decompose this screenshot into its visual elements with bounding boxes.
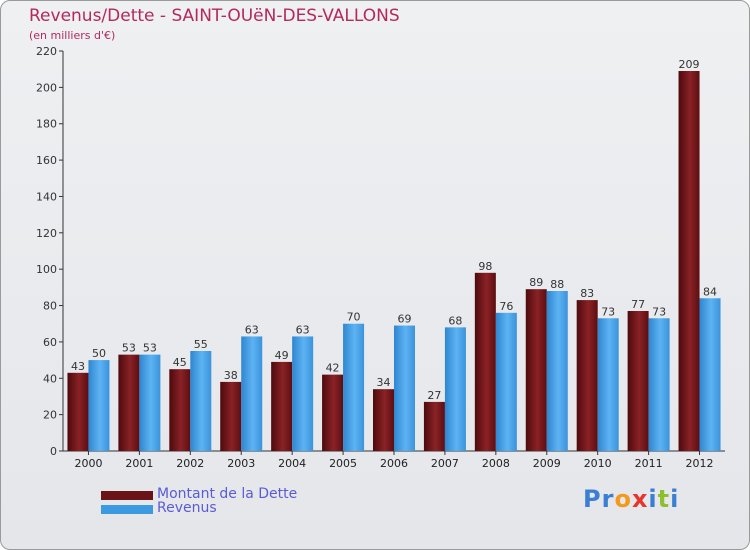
bar-debt (118, 354, 140, 451)
y-tick-label: 40 (43, 372, 57, 385)
x-tick-label: 2003 (227, 457, 255, 470)
y-tick-label: 140 (36, 190, 57, 203)
value-label-debt: 45 (173, 356, 187, 369)
legend-swatch-revenue (101, 505, 153, 514)
y-tick-label: 80 (43, 300, 57, 313)
bar-debt (525, 289, 547, 451)
value-label-debt: 77 (631, 298, 645, 311)
bar-debt (67, 372, 89, 451)
value-label-debt: 98 (478, 260, 492, 273)
logo-letter: i (648, 485, 658, 513)
legend-swatch-debt (101, 491, 153, 500)
bar-revenue (495, 312, 517, 451)
x-tick-label: 2000 (74, 457, 102, 470)
chart-title: Revenus/Dette - SAINT-OUëN-DES-VALLONS (29, 6, 400, 26)
chart-subtitle: (en milliers d'€) (29, 29, 116, 42)
value-label-debt: 89 (529, 276, 543, 289)
x-tick-label: 2011 (635, 457, 663, 470)
y-tick-label: 120 (36, 227, 57, 240)
bar-revenue (648, 318, 670, 451)
bar-debt (271, 361, 293, 451)
bar-revenue (241, 336, 263, 451)
x-tick-label: 2001 (125, 457, 153, 470)
x-tick-label: 2010 (584, 457, 612, 470)
value-label-revenue: 68 (448, 314, 462, 327)
bar-debt (474, 272, 496, 451)
value-label-revenue: 69 (398, 313, 412, 326)
y-tick-label: 100 (36, 263, 57, 276)
legend-label-debt: Montant de la Dette (157, 486, 298, 502)
logo-letter: P (583, 485, 602, 513)
y-tick-label: 20 (43, 409, 57, 422)
bar-revenue (699, 298, 721, 451)
value-label-revenue: 53 (143, 342, 157, 355)
logo-letter: x (631, 485, 649, 513)
bar-debt (169, 369, 191, 451)
value-label-debt: 53 (122, 342, 136, 355)
logo-letter: t (657, 485, 671, 513)
x-tick-label: 2006 (380, 457, 408, 470)
x-tick-label: 2008 (482, 457, 510, 470)
y-tick-label: 220 (36, 45, 57, 58)
value-label-revenue: 50 (92, 347, 106, 360)
x-tick-label: 2012 (686, 457, 714, 470)
value-label-debt: 83 (580, 287, 594, 300)
value-label-revenue: 63 (296, 323, 310, 336)
bar-debt (627, 311, 649, 451)
value-label-revenue: 84 (703, 285, 717, 298)
value-label-revenue: 88 (550, 278, 564, 291)
bar-revenue (88, 360, 110, 451)
value-label-revenue: 70 (347, 311, 361, 324)
bar-revenue (597, 318, 619, 451)
bar-debt (423, 401, 445, 451)
logo-letter: i (670, 485, 680, 513)
value-label-revenue: 76 (499, 300, 513, 313)
y-tick-label: 0 (50, 445, 57, 458)
legend-label-revenue: Revenus (157, 500, 217, 516)
value-label-debt: 49 (275, 349, 289, 362)
value-label-debt: 38 (224, 369, 238, 382)
bar-revenue (292, 336, 314, 451)
x-tick-label: 2009 (533, 457, 561, 470)
value-label-revenue: 73 (652, 305, 666, 318)
value-label-debt: 34 (377, 376, 391, 389)
value-label-debt: 42 (326, 362, 340, 375)
value-label-debt: 209 (679, 58, 700, 71)
chart-bars (67, 71, 721, 451)
x-tick-label: 2004 (278, 457, 306, 470)
value-label-debt: 43 (71, 360, 85, 373)
x-tick-label: 2002 (176, 457, 204, 470)
bar-revenue (190, 351, 212, 451)
bar-debt (322, 374, 344, 451)
x-tick-label: 2005 (329, 457, 357, 470)
bar-debt (576, 300, 598, 451)
chart-labels: 43 50 53 53 45 55 38 63 49 63 42 70 34 69 27 68 98 76 89 88… (71, 58, 717, 402)
bar-debt (373, 389, 394, 451)
bar-revenue (139, 354, 161, 451)
x-tick-label: 2007 (431, 457, 459, 470)
bar-revenue (394, 325, 415, 451)
value-label-revenue: 73 (601, 305, 615, 318)
value-label-revenue: 55 (194, 338, 208, 351)
y-tick-label: 160 (36, 154, 57, 167)
y-tick-label: 60 (43, 336, 57, 349)
logo-letter: r (601, 485, 615, 513)
y-tick-label: 180 (36, 118, 57, 131)
y-tick-label: 200 (36, 81, 57, 94)
bar-debt (678, 71, 700, 451)
logo-letter: o (614, 485, 632, 513)
proxiti-logo: Proxiti (583, 485, 679, 513)
value-label-revenue: 63 (245, 323, 259, 336)
bar-revenue (444, 327, 466, 451)
bar-revenue (343, 323, 365, 451)
bar-revenue (546, 291, 568, 451)
value-label-debt: 27 (427, 389, 441, 402)
bar-debt (220, 381, 242, 451)
